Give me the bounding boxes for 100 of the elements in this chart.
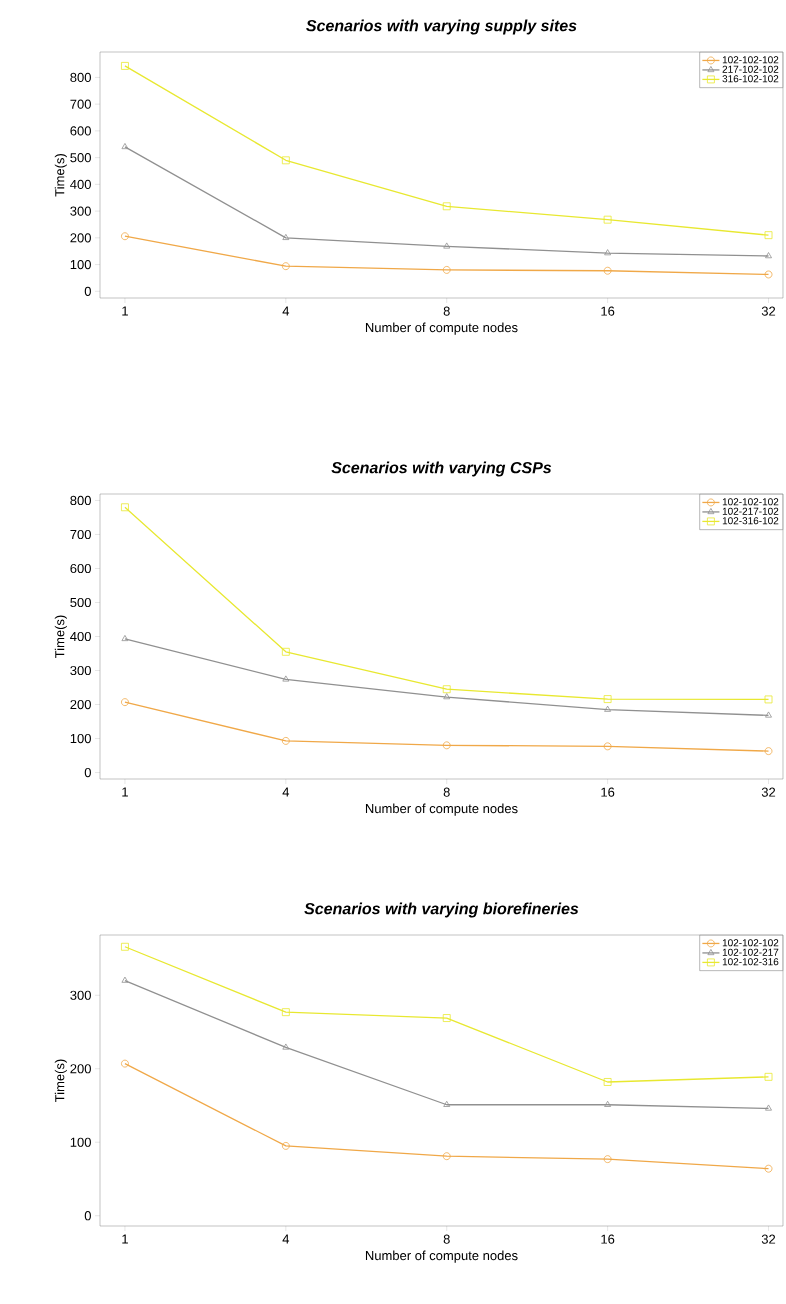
y-axis-title: Time(s) bbox=[54, 1059, 67, 1102]
x-axis-title: Number of compute nodes bbox=[365, 322, 518, 335]
point bbox=[765, 252, 772, 259]
x-tick-label: 32 bbox=[761, 306, 776, 316]
point bbox=[443, 1100, 451, 1107]
y-tick-label: 800 bbox=[70, 495, 91, 506]
point bbox=[281, 1008, 290, 1017]
point bbox=[764, 747, 773, 756]
legend-label: 102-102-102 bbox=[722, 939, 779, 947]
y-tick-label: 500 bbox=[70, 597, 91, 608]
y-tick-label: 600 bbox=[70, 563, 91, 574]
point bbox=[765, 711, 772, 718]
point bbox=[603, 1155, 612, 1164]
legend-label: 102-316-102 bbox=[722, 517, 779, 525]
point bbox=[121, 1059, 129, 1068]
y-tick-label: 200 bbox=[70, 699, 91, 710]
point bbox=[443, 693, 451, 700]
x-tick-label: 8 bbox=[443, 306, 450, 316]
point bbox=[604, 1100, 612, 1107]
x-tick-label: 16 bbox=[601, 1234, 615, 1244]
point bbox=[121, 232, 129, 241]
point bbox=[121, 942, 129, 951]
y-tick-label: 100 bbox=[70, 733, 91, 744]
x-tick-label: 1 bbox=[122, 306, 128, 316]
point bbox=[121, 634, 129, 642]
y-axis-title: Time(s) bbox=[54, 154, 67, 197]
x-tick-label: 1 bbox=[122, 1234, 128, 1244]
point bbox=[281, 262, 290, 271]
y-tick-label: 0 bbox=[84, 1211, 91, 1221]
point bbox=[604, 249, 612, 256]
point bbox=[603, 215, 612, 224]
point bbox=[281, 1142, 290, 1150]
point bbox=[442, 1014, 451, 1022]
x-tick-label: 32 bbox=[761, 787, 776, 797]
point bbox=[603, 1078, 612, 1086]
point bbox=[442, 741, 451, 750]
x-tick-label: 4 bbox=[282, 1234, 290, 1244]
y-tick-label: 200 bbox=[70, 1064, 91, 1074]
x-tick-label: 1 bbox=[122, 787, 128, 797]
x-axis-title: Number of compute nodes bbox=[365, 1250, 518, 1263]
x-tick-label: 16 bbox=[601, 306, 615, 316]
y-tick-label: 700 bbox=[70, 529, 91, 540]
point bbox=[121, 62, 129, 70]
point bbox=[281, 156, 290, 165]
point bbox=[281, 737, 290, 745]
legend-label: 102-217-102 bbox=[722, 507, 779, 515]
point bbox=[442, 202, 451, 211]
point bbox=[604, 705, 612, 712]
legend-label: 102-102-217 bbox=[722, 948, 779, 956]
x-tick-label: 4 bbox=[282, 787, 290, 797]
x-tick-label: 8 bbox=[443, 787, 450, 797]
x-tick-label: 8 bbox=[443, 1234, 450, 1244]
y-tick-label: 400 bbox=[70, 631, 91, 642]
y-tick-label: 100 bbox=[70, 1137, 91, 1147]
chart-title: Scenarios with varying biorefineries bbox=[304, 902, 579, 918]
point bbox=[282, 1043, 290, 1050]
x-tick-label: 16 bbox=[601, 787, 615, 797]
y-tick-label: 300 bbox=[70, 990, 91, 1000]
legend-label: 102-102-316 bbox=[722, 958, 779, 966]
point bbox=[764, 270, 773, 279]
y-tick-label: 700 bbox=[70, 99, 91, 109]
point bbox=[282, 233, 290, 240]
point bbox=[764, 695, 773, 704]
legend-label: 102-102-102 bbox=[722, 56, 779, 64]
point bbox=[443, 242, 451, 249]
chart-title: Scenarios with varying supply sites bbox=[306, 19, 577, 35]
y-tick-label: 400 bbox=[70, 179, 91, 189]
point bbox=[282, 675, 290, 682]
y-tick-label: 100 bbox=[70, 259, 91, 270]
y-tick-label: 600 bbox=[70, 126, 91, 136]
legend-label: 316-102-102 bbox=[722, 75, 779, 83]
point bbox=[121, 503, 129, 512]
point bbox=[281, 647, 290, 656]
y-tick-label: 200 bbox=[70, 233, 91, 243]
point bbox=[121, 143, 129, 150]
point bbox=[121, 698, 129, 707]
point bbox=[765, 1104, 772, 1111]
y-tick-label: 0 bbox=[84, 286, 91, 296]
point bbox=[764, 1072, 773, 1081]
point bbox=[442, 685, 451, 694]
y-tick-label: 800 bbox=[70, 72, 91, 83]
chart-title: Scenarios with varying CSPs bbox=[331, 461, 552, 477]
y-tick-label: 300 bbox=[70, 206, 91, 216]
point bbox=[121, 976, 129, 983]
legend-label: 102-102-102 bbox=[722, 498, 779, 506]
point bbox=[442, 266, 451, 274]
x-tick-label: 32 bbox=[761, 1234, 776, 1244]
point bbox=[764, 1164, 773, 1173]
point bbox=[603, 695, 612, 703]
point bbox=[764, 231, 773, 240]
y-tick-label: 500 bbox=[70, 153, 91, 163]
y-tick-label: 0 bbox=[84, 767, 91, 778]
point bbox=[442, 1152, 451, 1161]
point bbox=[603, 266, 612, 275]
y-axis-title: Time(s) bbox=[54, 615, 67, 658]
legend-label: 217-102-102 bbox=[722, 65, 779, 73]
point bbox=[603, 742, 612, 751]
x-tick-label: 4 bbox=[282, 306, 290, 316]
y-tick-label: 300 bbox=[70, 665, 91, 676]
x-axis-title: Number of compute nodes bbox=[365, 803, 518, 816]
